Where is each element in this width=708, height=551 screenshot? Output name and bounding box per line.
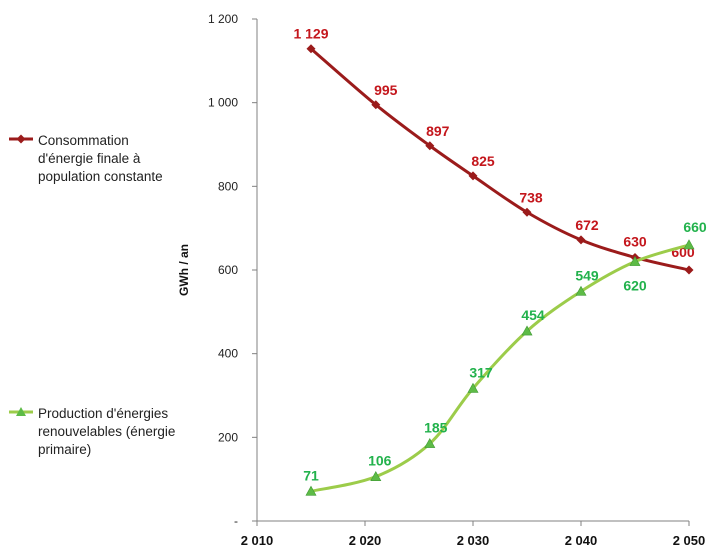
legend-swatch-consommation — [9, 134, 33, 144]
series-1-data-label-6: 620 — [623, 278, 647, 294]
series-1-point-6 — [629, 256, 641, 266]
series-1-point-0 — [305, 485, 317, 496]
y-tick-label-1000: 1 000 — [208, 96, 238, 110]
y-tick-label-400: 400 — [218, 347, 238, 361]
y-axis-label: GWh / an — [177, 244, 191, 296]
series-1-data-label-2: 185 — [424, 420, 448, 436]
series-1-point-5 — [575, 285, 587, 296]
x-tick-label-2020: 2 020 — [349, 533, 382, 548]
series-1-data-label-7: 660 — [683, 219, 707, 235]
y-tick-label-1200: 1 200 — [208, 12, 238, 26]
series-1-point-7 — [683, 239, 695, 250]
legend-label-production-line-3: primaire) — [38, 442, 92, 457]
series-1-data-label-4: 454 — [521, 307, 545, 323]
legend-label-consommation-line-3: population constante — [38, 169, 163, 184]
x-tick-label-2040: 2 040 — [565, 533, 598, 548]
series-0-data-label-3: 825 — [471, 153, 495, 169]
series-0-point-2 — [425, 141, 435, 151]
series-1-data-label-5: 549 — [575, 267, 599, 283]
series-1-point-3 — [467, 382, 479, 393]
y-tick-label-600: 600 — [218, 263, 238, 277]
series-1-data-label-3: 317 — [469, 364, 493, 380]
y-tick-label-200: 200 — [218, 430, 238, 444]
series-0-point-5 — [576, 235, 586, 245]
series-0-point-1 — [371, 100, 381, 110]
y-tick-label-800: 800 — [218, 179, 238, 193]
series-0-point-0 — [306, 44, 316, 54]
legend-label-production-line-2: renouvelables (énergie — [38, 424, 176, 439]
series-0-data-label-2: 897 — [426, 123, 450, 139]
series-1-point-4 — [521, 325, 533, 336]
x-tick-label-2050: 2 050 — [673, 533, 706, 548]
series-0-data-label-5: 672 — [575, 217, 599, 233]
legend-swatch-production — [9, 407, 33, 416]
series-0-point-4 — [522, 207, 532, 217]
series-1-point-1 — [370, 471, 382, 481]
series-0-data-label-0: 1 129 — [293, 26, 328, 42]
y-tick-label-0: - — [234, 514, 238, 528]
x-tick-label-2030: 2 030 — [457, 533, 490, 548]
series-1-point-2 — [424, 437, 436, 448]
series-0-data-label-1: 995 — [374, 82, 398, 98]
series-1-data-label-0: 71 — [303, 467, 319, 483]
series-1-data-label-1: 106 — [368, 453, 392, 469]
legend-label-production-line-1: Production d'énergies — [38, 406, 169, 421]
legend-label-consommation-line-2: d'énergie finale à — [38, 151, 141, 166]
series-1-line — [309, 243, 691, 493]
series-0-data-label-4: 738 — [519, 189, 543, 205]
legend-consommation: Consommation d'énergie finale à populati… — [8, 132, 183, 186]
series-0-point-7 — [684, 265, 694, 275]
legend-label-consommation-line-1: Consommation — [38, 133, 129, 148]
series-0-data-label-6: 630 — [623, 233, 647, 249]
series-0-point-3 — [468, 171, 478, 181]
legend-production: Production d'énergies renouvelables (éne… — [8, 405, 183, 459]
x-tick-label-2010: 2 010 — [241, 533, 274, 548]
